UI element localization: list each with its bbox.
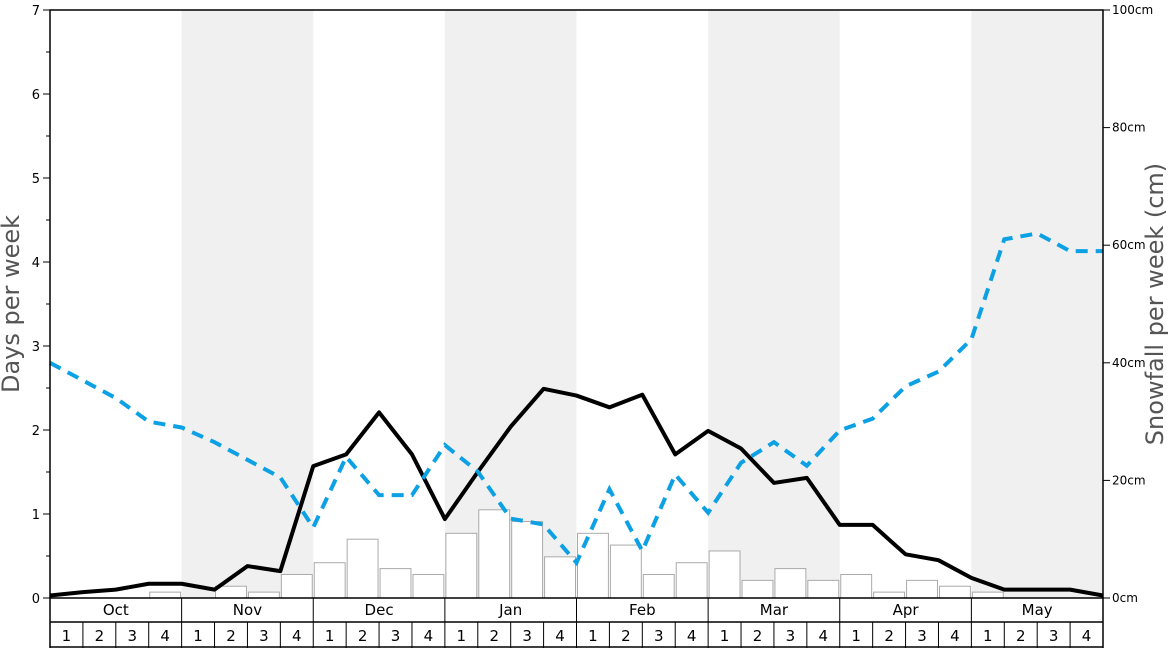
week-label: 1 [193,627,203,645]
week-label: 3 [522,627,532,645]
days-bar [609,544,642,599]
week-label: 3 [391,627,401,645]
right-tick-label: 100cm [1112,3,1153,17]
days-bar [247,591,280,599]
week-label: 4 [424,627,434,645]
left-tick-label: 5 [32,172,40,187]
days-bars [149,509,1004,599]
left-tick-label: 1 [32,508,40,523]
month-shading [181,10,1103,598]
week-label: 2 [753,627,763,645]
days-bar [906,579,938,599]
week-label: 2 [95,627,105,645]
month-label-dec: Dec [365,601,394,619]
month-label-may: May [1022,601,1053,619]
month-label-jan: Jan [498,601,522,619]
left-tick-label: 0 [32,592,40,607]
week-label: 2 [884,627,894,645]
days-bar [642,573,675,599]
month-shade-may [971,10,1103,598]
left-tick-label: 3 [32,340,40,355]
right-tick-label: 20cm [1112,473,1146,487]
week-label: 2 [1016,627,1026,645]
left-tick-label: 2 [32,424,40,439]
days-bar [280,573,313,599]
snowfall-dashed-line [49,231,1103,567]
month-label-feb: Feb [629,601,656,619]
week-label: 3 [917,627,927,645]
left-tick-label: 7 [32,4,40,19]
week-label: 1 [983,627,993,645]
month-label-nov: Nov [233,601,262,619]
week-label: 4 [555,627,565,645]
week-label: 4 [950,627,960,645]
right-axis-title: Snowfall per week (cm) [1141,163,1168,445]
right-tick-label: 60cm [1112,238,1146,252]
days-bar [511,521,544,599]
days-bar [807,579,840,599]
days-bar [675,562,708,599]
week-label: 2 [621,627,631,645]
month-label-apr: Apr [893,601,920,619]
month-shade-jan [444,10,577,598]
days-bar [840,573,873,599]
right-tick-label: 40cm [1112,356,1146,370]
week-label: 3 [259,627,269,645]
week-label: 1 [588,627,598,645]
right-axis: 0cm 20cm 40cm 60cm 80cm 100cm [1103,3,1153,605]
left-axis-title: Days per week [0,215,25,393]
days-bar [478,509,511,599]
week-label: 3 [127,627,137,645]
week-label: 3 [786,627,796,645]
week-label: 4 [819,627,829,645]
days-bar [149,591,182,599]
week-label: 1 [457,627,467,645]
days-bar [445,532,478,599]
days-bar [379,568,412,599]
week-label: 3 [1049,627,1059,645]
days-bar [741,579,774,599]
week-label: 4 [687,627,697,645]
days-bar [774,568,807,599]
week-label: 4 [292,627,302,645]
week-label: 1 [62,627,72,645]
days-bar [346,538,379,599]
days-bar [971,591,1004,599]
month-week-axis: Oct 1 2 3 4 Nov 1 2 3 4 Dec 1 2 3 4 Jan 1 2 3 4 Feb 1 2 3 4 Mar 1 2… [49,598,1104,648]
days-bar [577,532,609,599]
right-tick-label: 80cm [1112,121,1146,135]
month-label-mar: Mar [760,601,789,619]
week-label: 1 [720,627,730,645]
month-label-oct: Oct [103,601,129,619]
month-shade-mar [708,10,840,598]
week-label: 2 [358,627,368,645]
left-axis: 0 1 2 3 4 5 6 7 [32,4,50,607]
left-tick-label: 4 [32,256,40,271]
week-label: 1 [325,627,335,645]
days-bar [313,562,346,599]
week-label: 4 [160,627,170,645]
days-bar [708,550,741,599]
month-shade-nov [181,10,314,598]
week-label: 3 [654,627,664,645]
week-label: 4 [1082,627,1092,645]
week-label: 2 [226,627,236,645]
left-tick-label: 6 [32,88,40,103]
week-label: 1 [851,627,861,645]
right-tick-label: 0cm [1112,591,1138,605]
days-bar [412,573,445,599]
days-line [49,386,1104,598]
days-bar [873,591,906,599]
days-bar [938,585,971,599]
days-bar [544,556,576,599]
week-label: 2 [489,627,499,645]
